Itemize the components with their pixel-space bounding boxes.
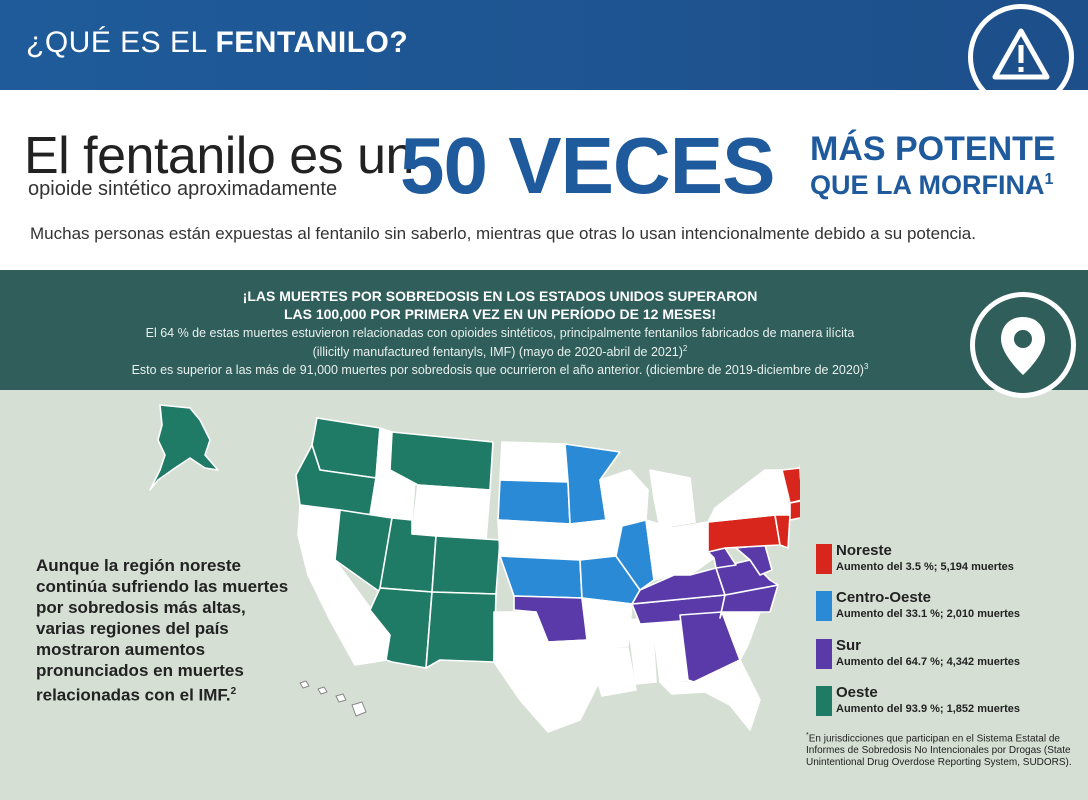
state-iowa bbox=[569, 519, 623, 561]
band-heading2: LAS 100,000 POR PRIMERA VEZ EN UN PERÍOD… bbox=[283, 306, 717, 322]
stats-band: ¡LAS MUERTES POR SOBREDOSIS EN LOS ESTAD… bbox=[0, 270, 1088, 390]
band-paragraph3-text: Esto es superior a las más de 91,000 mue… bbox=[131, 363, 864, 378]
footnote: *En jurisdicciones que participan en el … bbox=[806, 730, 1076, 769]
hero-big-number: 50 VECES bbox=[400, 121, 775, 210]
hero-description: Muchas personas están expuestas al fenta… bbox=[30, 224, 976, 243]
legend-name: Noreste bbox=[836, 542, 892, 559]
hero-right1: MÁS POTENTE bbox=[810, 130, 1056, 168]
side-paragraph-text: Aunque la región noreste continúa sufrie… bbox=[36, 556, 289, 705]
state-massachusetts-ct-ri bbox=[789, 500, 800, 521]
state-kansas bbox=[499, 555, 583, 599]
legend-stat: Aumento del 64.7 %; 4,342 muertes bbox=[836, 656, 1021, 668]
legend-name: Sur bbox=[836, 637, 862, 654]
side-paragraph: Aunque la región noreste continúa sufrie… bbox=[36, 555, 298, 706]
state-illinois bbox=[615, 519, 655, 591]
band-paragraph1: El 64 % de estas muertes estuvieron rela… bbox=[145, 326, 855, 340]
legend-swatch-oeste bbox=[816, 686, 832, 716]
header-bar: ¿QUÉ ES EL FENTANILO? bbox=[0, 0, 1088, 90]
legend-stat: Aumento del 33.1 %; 2,010 muertes bbox=[836, 608, 1021, 620]
state-colorado bbox=[431, 535, 501, 595]
state-texas bbox=[493, 611, 601, 733]
header-title-light: ¿QUÉ ES EL bbox=[26, 26, 216, 59]
state-washington bbox=[311, 417, 381, 479]
band-paragraph2-text: (illicitly manufactured fentanyls, IMF) … bbox=[312, 345, 683, 360]
state-nebraska bbox=[497, 519, 581, 561]
state-vermont-nh bbox=[781, 467, 800, 504]
band-paragraph2-note: 2 bbox=[682, 344, 688, 353]
state-alaska bbox=[149, 404, 219, 491]
header-title: ¿QUÉ ES EL FENTANILO? bbox=[26, 26, 408, 60]
side-paragraph-note: 2 bbox=[230, 686, 237, 697]
legend-stat: Aumento del 93.9 %; 1,852 muertes bbox=[836, 703, 1021, 715]
header-title-bold: FENTANILO? bbox=[215, 26, 409, 59]
legend-swatch-noreste bbox=[816, 544, 832, 574]
state-new-jersey bbox=[774, 514, 791, 549]
hero-right2: QUE LA MORFINA1 bbox=[810, 170, 1053, 201]
state-new-mexico bbox=[425, 591, 497, 669]
legend-name: Oeste bbox=[836, 684, 878, 701]
hero-right2-note: 1 bbox=[1044, 171, 1054, 188]
legend-stat: Aumento del 3.5 %; 5,194 muertes bbox=[836, 561, 1014, 573]
hero-right2-text: QUE LA MORFINA bbox=[810, 170, 1045, 200]
legend-swatch-sur bbox=[816, 639, 832, 669]
footnote-text: En jurisdicciones que participan en el S… bbox=[806, 733, 1072, 769]
hero-section: El fentanilo es un opioide sintético apr… bbox=[0, 90, 1088, 270]
state-south-dakota bbox=[497, 479, 571, 525]
state-virginia bbox=[715, 559, 779, 596]
state-florida bbox=[659, 659, 761, 731]
footnote-mark: * bbox=[806, 732, 809, 739]
state-louisiana bbox=[587, 647, 637, 697]
us-map bbox=[149, 404, 800, 733]
state-wisconsin bbox=[599, 469, 649, 527]
hero-line1: El fentanilo es un bbox=[24, 127, 414, 185]
state-arkansas bbox=[581, 597, 633, 649]
band-heading1: ¡LAS MUERTES POR SOBREDOSIS EN LOS ESTAD… bbox=[242, 288, 758, 304]
band-paragraph3-note: 3 bbox=[863, 362, 869, 371]
band-paragraph3: Esto es superior a las más de 91,000 mue… bbox=[0, 362, 1000, 377]
location-pin-icon bbox=[1001, 317, 1045, 375]
state-hawaii bbox=[299, 680, 367, 717]
state-wyoming bbox=[411, 484, 491, 541]
state-michigan bbox=[649, 469, 696, 529]
state-north-dakota bbox=[499, 441, 569, 483]
hero-line1-sub: opioide sintético aproximadamente bbox=[28, 178, 338, 200]
warning-triangle-icon bbox=[992, 28, 1050, 80]
legend-swatch-centro-oeste bbox=[816, 591, 832, 621]
legend-name: Centro-Oeste bbox=[836, 589, 932, 606]
band-paragraph2: (illicitly manufactured fentanyls, IMF) … bbox=[0, 344, 1000, 359]
location-badge bbox=[970, 292, 1076, 398]
state-ohio bbox=[671, 521, 715, 576]
